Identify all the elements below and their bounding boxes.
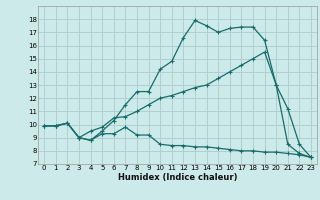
X-axis label: Humidex (Indice chaleur): Humidex (Indice chaleur)	[118, 173, 237, 182]
